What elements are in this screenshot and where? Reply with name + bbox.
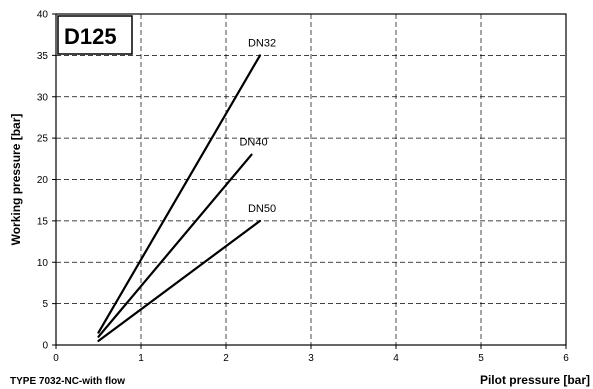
chart-badge-box (57, 15, 133, 55)
chart-badge: D125 (64, 24, 117, 49)
y-tick-label: 5 (42, 299, 48, 310)
y-tick-label: 0 (42, 341, 48, 352)
x-tick-label: 4 (393, 353, 399, 364)
chart-subtitle: TYPE 7032-NC-with flow (10, 376, 125, 387)
y-tick-label: 30 (37, 92, 49, 103)
series-label: DN32 (248, 37, 276, 49)
y-tick-label: 40 (37, 10, 49, 21)
series-line-dn40 (97, 153, 253, 338)
x-axis-label: Pilot pressure [bar] (480, 373, 590, 387)
y-tick-label: 35 (37, 51, 49, 62)
y-tick-label: 10 (37, 258, 49, 269)
series-label: DN40 (239, 137, 267, 149)
y-tick-label: 25 (37, 134, 49, 145)
x-tick-label: 3 (308, 353, 314, 364)
y-tick-label: 15 (37, 216, 49, 227)
series-line-dn32 (97, 54, 262, 334)
axis-ticks: 0 1 2 3 4 5 6 0 5 10 15 20 25 30 35 40 (37, 10, 569, 365)
grid-lines (56, 14, 566, 345)
series-line-dn50 (97, 219, 262, 342)
y-tick-label: 20 (37, 175, 49, 186)
y-axis-label: Working pressure [bar] (9, 114, 23, 246)
series-label: DN50 (248, 203, 276, 215)
x-tick-label: 0 (53, 353, 59, 364)
x-tick-label: 2 (223, 353, 229, 364)
x-tick-label: 5 (478, 353, 484, 364)
x-tick-label: 1 (138, 353, 144, 364)
series-lines: DN32 DN40 DN50 (97, 37, 276, 342)
x-tick-label: 6 (563, 353, 569, 364)
